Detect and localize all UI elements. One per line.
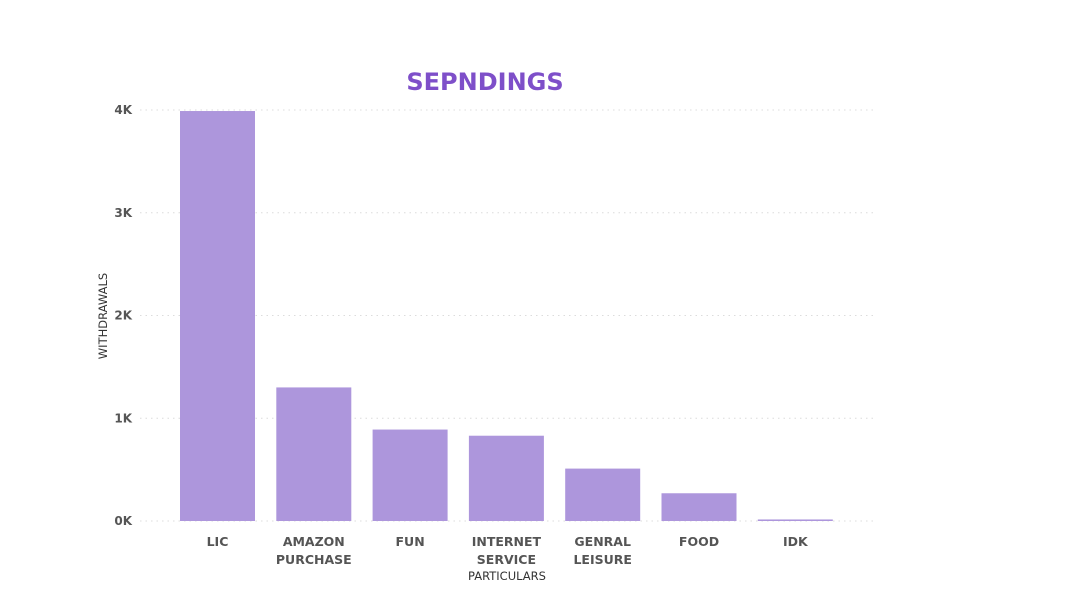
bar[interactable] bbox=[757, 519, 833, 521]
bar[interactable] bbox=[468, 435, 544, 521]
y-tick-label: 1K bbox=[114, 411, 132, 425]
bar[interactable] bbox=[661, 493, 737, 521]
x-category-label: FOOD bbox=[679, 534, 719, 549]
y-tick-label: 2K bbox=[114, 309, 132, 323]
x-category-label: SERVICE bbox=[477, 552, 536, 567]
bars bbox=[180, 111, 833, 521]
y-axis-title: WITHDRAWALS bbox=[96, 273, 110, 359]
y-tick-label: 4K bbox=[114, 103, 132, 117]
y-axis-ticks: 0K 1K 2K 3K 4K bbox=[114, 103, 132, 528]
x-axis-categories: LIC AMAZON PURCHASE FUN INTERNET SERVICE GENRA… bbox=[207, 534, 809, 567]
bar[interactable] bbox=[565, 468, 641, 521]
x-category-label: PURCHASE bbox=[276, 552, 352, 567]
bar[interactable] bbox=[276, 387, 352, 521]
x-category-label: IDK bbox=[783, 534, 809, 549]
bar[interactable] bbox=[372, 429, 448, 521]
x-category-label: AMAZON bbox=[283, 534, 345, 549]
chart-title: SEPNDINGS bbox=[406, 68, 563, 96]
bar[interactable] bbox=[180, 111, 255, 521]
x-category-label: FUN bbox=[396, 534, 425, 549]
x-category-label: LIC bbox=[207, 534, 229, 549]
x-category-label: INTERNET bbox=[472, 534, 542, 549]
x-category-label: GENRAL bbox=[574, 534, 631, 549]
x-axis-title: PARTICULARS bbox=[468, 569, 546, 583]
y-tick-label: 3K bbox=[114, 206, 132, 220]
x-category-label: LEISURE bbox=[573, 552, 631, 567]
y-tick-label: 0K bbox=[114, 514, 132, 528]
